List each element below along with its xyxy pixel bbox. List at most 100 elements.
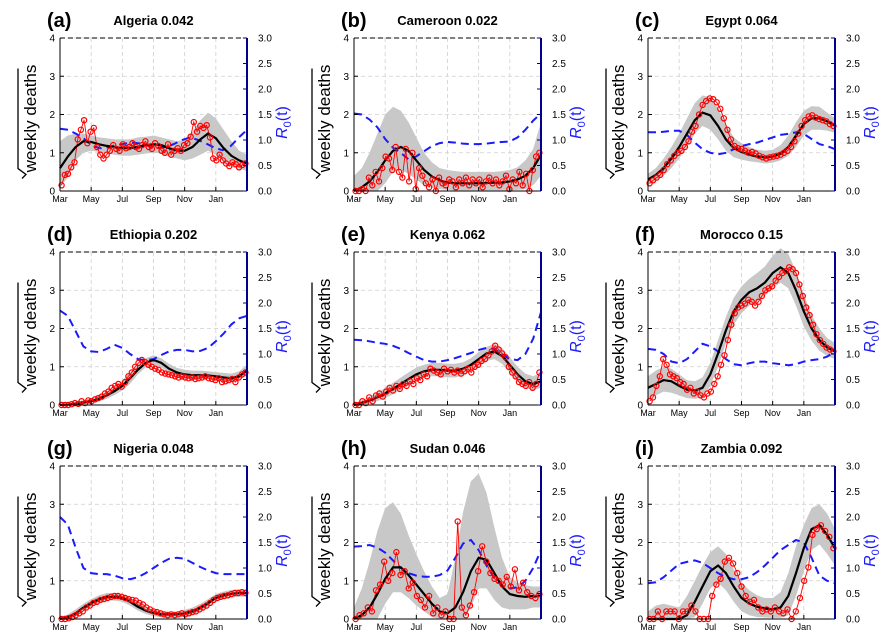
data-point — [792, 269, 800, 277]
data-point — [155, 142, 162, 150]
data-point — [782, 267, 790, 275]
data-point — [522, 170, 530, 177]
panel-title: Kenya 0.062 — [410, 227, 485, 242]
data-point — [145, 143, 152, 151]
panel-4: 0 1 2 3 4 0.0 0.5 1.0 1.5 2.0 2.5 3.0 Mar May Jul Sep No… — [17, 224, 294, 418]
data-point — [724, 126, 731, 134]
data-point — [826, 533, 833, 541]
y2-tick-label: 1.0 — [552, 350, 566, 361]
y2-tick-label: 3.0 — [552, 462, 566, 473]
x-tick-label: Mar — [346, 622, 362, 632]
data-point — [182, 374, 189, 381]
x-tick-label: Mar — [640, 194, 656, 204]
data-point — [369, 182, 376, 189]
y2-tick-label: 1.5 — [258, 324, 272, 335]
data-point — [212, 376, 219, 384]
panel-title: Algeria 0.042 — [113, 13, 193, 28]
data-point — [413, 592, 421, 600]
y-tick-label: 2 — [637, 324, 643, 335]
data-point — [434, 604, 441, 611]
y-axis-label: weekly deaths — [21, 65, 40, 174]
y-tick-label: 2 — [49, 538, 55, 549]
y2-tick-label: 1.5 — [552, 538, 566, 549]
data-point — [385, 577, 392, 585]
data-point — [663, 361, 670, 368]
panel-2: 0 1 2 3 4 0.0 0.5 1.0 1.5 2.0 2.5 3.0 Mar May Jul Sep No… — [311, 10, 588, 204]
data-point — [495, 346, 502, 353]
panel-letter: (g) — [47, 438, 73, 460]
data-point — [503, 573, 510, 581]
panel-letter: (e) — [341, 224, 365, 246]
data-point — [516, 168, 523, 176]
y2-tick-label: 0.0 — [258, 401, 272, 412]
data-point — [466, 182, 473, 189]
data-point — [688, 602, 695, 609]
data-point — [157, 610, 164, 617]
x-tick-label: Jan — [209, 194, 224, 204]
data-point — [422, 180, 429, 187]
data-point — [189, 608, 196, 616]
data-point — [80, 116, 88, 124]
data-point — [772, 277, 779, 284]
panel-letter: (d) — [47, 224, 73, 246]
data-point — [437, 371, 444, 378]
y-tick-label: 3 — [49, 286, 55, 297]
data-point — [402, 145, 409, 153]
data-point — [167, 611, 175, 618]
data-point — [151, 365, 159, 372]
data-point — [694, 388, 701, 395]
data-point — [405, 178, 413, 185]
x-tick-label: Sep — [145, 408, 161, 418]
y-tick-label: 4 — [343, 34, 349, 45]
data-point — [532, 594, 539, 602]
data-point — [496, 182, 503, 189]
y2-tick-label: 0.5 — [846, 161, 860, 172]
y2-axis-label: R0(t) — [862, 106, 882, 139]
data-point — [68, 401, 75, 408]
x-tick-label: Jul — [117, 622, 129, 632]
data-point — [118, 593, 125, 601]
data-point — [153, 608, 161, 616]
data-point — [218, 378, 226, 386]
data-point — [430, 610, 437, 617]
data-point — [492, 342, 499, 349]
data-point — [182, 611, 189, 618]
data-point — [396, 385, 403, 393]
data-point — [502, 172, 510, 179]
data-point — [365, 174, 373, 181]
y2-tick-label: 1.5 — [552, 110, 566, 121]
data-point — [812, 114, 820, 121]
x-tick-label: Jan — [797, 622, 812, 632]
data-point — [168, 372, 176, 379]
data-point — [816, 115, 823, 123]
y-tick-label: 1 — [343, 148, 349, 159]
y-tick-label: 3 — [637, 72, 643, 83]
data-point — [403, 382, 410, 390]
y2-tick-label: 3.0 — [846, 248, 860, 259]
panel-title: Zambia 0.092 — [701, 441, 783, 456]
data-point — [464, 365, 472, 372]
y2-tick-label: 0.0 — [258, 615, 272, 626]
data-point — [796, 281, 803, 288]
y2-tick-label: 0.5 — [552, 375, 566, 386]
data-point — [171, 612, 178, 619]
y2-tick-label: 1.5 — [258, 538, 272, 549]
y2-tick-label: 2.0 — [846, 85, 860, 96]
data-point — [685, 138, 692, 145]
data-point — [64, 170, 72, 177]
y-tick-label: 3 — [49, 72, 55, 83]
y-tick-label: 2 — [49, 110, 55, 121]
model-fit-line — [59, 132, 248, 169]
y-tick-label: 3 — [637, 286, 643, 297]
data-point — [226, 162, 233, 170]
data-point — [536, 149, 543, 156]
x-tick-label: Sep — [439, 622, 455, 632]
x-tick-label: Jul — [117, 408, 129, 418]
data-point — [113, 145, 120, 153]
data-point — [771, 604, 779, 611]
data-point — [820, 340, 827, 347]
data-point — [509, 369, 516, 376]
data-point — [816, 336, 824, 344]
data-point — [515, 587, 523, 594]
data-point — [466, 602, 474, 609]
